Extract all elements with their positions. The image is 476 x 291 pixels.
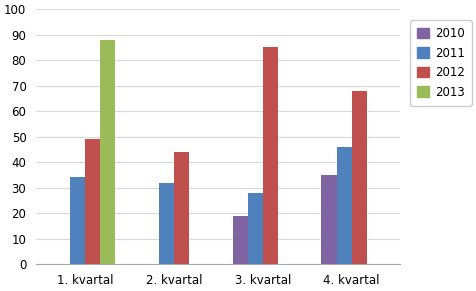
Bar	[337, 147, 352, 264]
Bar	[263, 47, 278, 264]
Bar	[248, 193, 263, 264]
Bar	[100, 40, 115, 264]
Bar	[352, 91, 367, 264]
Bar	[85, 139, 100, 264]
Bar	[70, 178, 85, 264]
Bar	[159, 182, 174, 264]
Bar	[233, 216, 248, 264]
Bar	[321, 175, 337, 264]
Legend: 2010, 2011, 2012, 2013: 2010, 2011, 2012, 2013	[410, 20, 472, 106]
Bar	[174, 152, 189, 264]
